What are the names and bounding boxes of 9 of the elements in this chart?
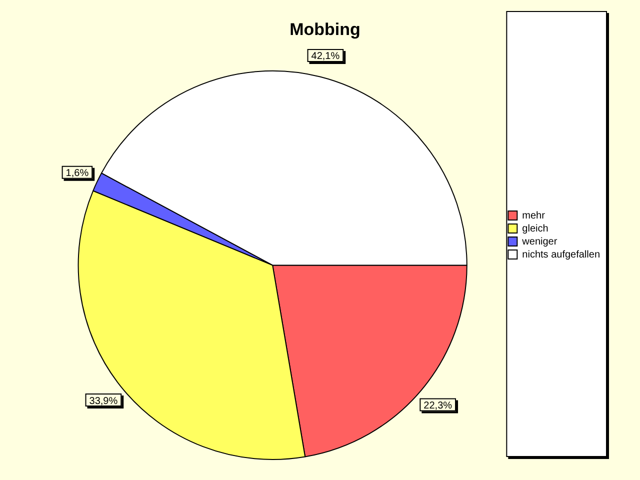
legend-label: mehr <box>522 210 546 222</box>
data-label: 1,6% <box>66 168 89 180</box>
chart-title: Mobbing <box>290 20 360 39</box>
data-label: 22,3% <box>424 400 452 412</box>
legend-label: nichts aufgefallen <box>522 249 600 260</box>
data-label: 42,1% <box>311 51 340 62</box>
legend-label: weniger <box>521 236 558 248</box>
data-label: 33,9% <box>89 396 118 407</box>
legend-label: gleich <box>522 223 548 234</box>
